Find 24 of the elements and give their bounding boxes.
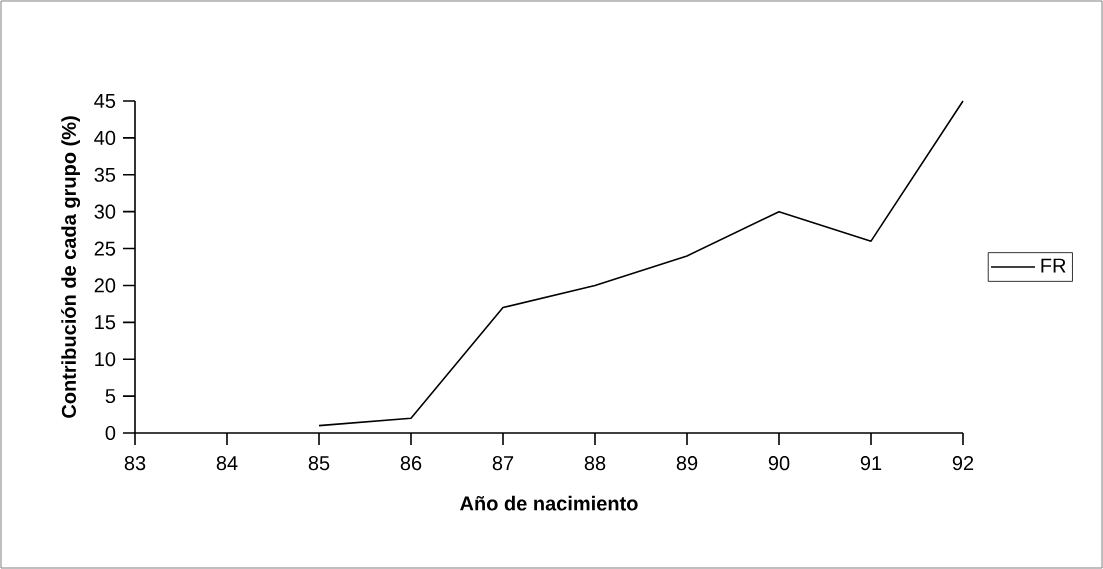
x-tick-label: 86: [400, 456, 422, 471]
x-tick-label: 84: [216, 456, 238, 471]
legend-label: FR: [1041, 258, 1066, 273]
x-axis-title: Año de nacimiento: [460, 495, 638, 511]
x-tick-label: 92: [952, 456, 974, 471]
y-tick-label: 45: [94, 94, 116, 108]
x-tick-label: 88: [584, 456, 606, 471]
y-tick-label: 40: [94, 130, 116, 145]
x-tick-label: 85: [308, 456, 330, 471]
x-tick-label: 89: [676, 456, 698, 471]
y-tick-label: 35: [94, 167, 116, 182]
y-tick-label: 10: [95, 352, 116, 367]
y-tick-label: 20: [94, 278, 116, 293]
y-tick-label: 30: [94, 204, 116, 219]
x-tick-label: 90: [768, 456, 790, 471]
line-series: [318, 100, 964, 427]
x-tick-label: 83: [124, 456, 146, 471]
x-tick-label: 91: [860, 456, 882, 471]
x-tick-label: 87: [492, 456, 514, 471]
y-tick-label: 0: [105, 425, 116, 441]
y-axis-title: Contribución de cada grupo (%): [61, 116, 81, 418]
y-tick-label: 5: [105, 389, 116, 404]
y-tick-label: 25: [94, 241, 116, 256]
y-tick-label: 15: [95, 315, 116, 330]
